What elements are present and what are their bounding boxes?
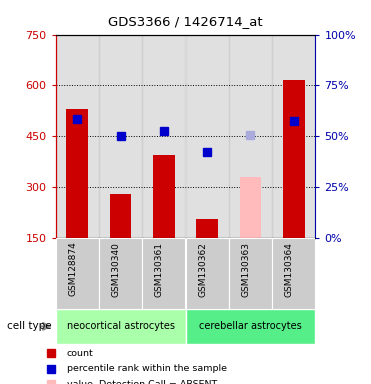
Bar xyxy=(56,309,186,344)
Bar xyxy=(142,35,186,238)
Bar xyxy=(99,35,142,238)
Text: neocortical astrocytes: neocortical astrocytes xyxy=(66,321,175,331)
Bar xyxy=(110,194,131,238)
Bar xyxy=(142,238,186,309)
Bar xyxy=(186,309,315,344)
Text: GSM130361: GSM130361 xyxy=(155,242,164,296)
Text: GSM130340: GSM130340 xyxy=(112,242,121,296)
Text: count: count xyxy=(67,349,93,358)
Bar xyxy=(283,80,305,238)
Text: GSM130363: GSM130363 xyxy=(242,242,250,296)
Bar xyxy=(229,35,272,238)
Text: cell type: cell type xyxy=(7,321,52,331)
Bar xyxy=(229,238,272,309)
Bar xyxy=(56,238,99,309)
Bar xyxy=(196,219,218,238)
Bar xyxy=(240,177,261,238)
Text: value, Detection Call = ABSENT: value, Detection Call = ABSENT xyxy=(67,379,217,384)
Bar xyxy=(272,35,315,238)
Text: GSM128874: GSM128874 xyxy=(68,242,77,296)
Text: cerebellar astrocytes: cerebellar astrocytes xyxy=(199,321,302,331)
Bar xyxy=(272,238,315,309)
Text: GDS3366 / 1426714_at: GDS3366 / 1426714_at xyxy=(108,15,263,28)
Bar xyxy=(99,238,142,309)
Bar xyxy=(153,155,175,238)
Bar xyxy=(56,35,99,238)
Text: GSM130364: GSM130364 xyxy=(285,242,294,296)
Bar xyxy=(66,109,88,238)
Bar xyxy=(186,35,229,238)
Bar xyxy=(186,238,229,309)
Text: GSM130362: GSM130362 xyxy=(198,242,207,296)
Text: percentile rank within the sample: percentile rank within the sample xyxy=(67,364,227,373)
